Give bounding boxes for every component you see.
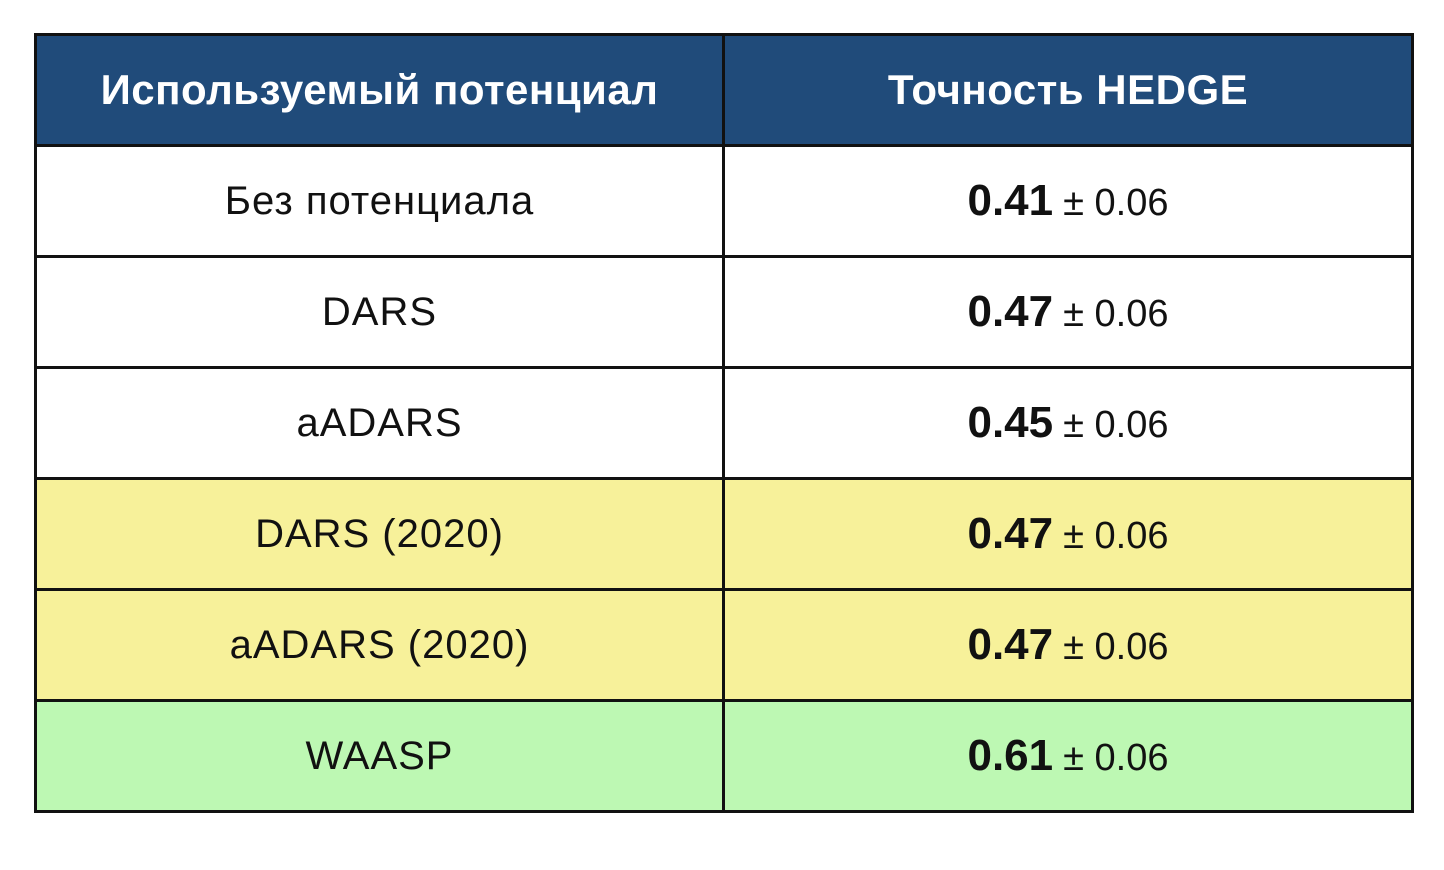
accuracy-mean: 0.61 — [967, 731, 1054, 780]
header-row: Используемый потенциал Точность HEDGE — [34, 33, 1414, 147]
accuracy-cell: 0.47 ± 0.06 — [722, 255, 1414, 369]
header-potential: Используемый потенциал — [34, 33, 725, 147]
potential-cell: WAASP — [34, 699, 725, 813]
accuracy-cell: 0.45 ± 0.06 — [722, 366, 1414, 480]
accuracy-cell: 0.61 ± 0.06 — [722, 699, 1414, 813]
accuracy-cell: 0.47 ± 0.06 — [722, 477, 1414, 591]
table-row: DARS (2020) 0.47 ± 0.06 — [34, 477, 1414, 591]
accuracy-mean: 0.47 — [967, 287, 1054, 336]
potential-cell: Без потенциала — [34, 144, 725, 258]
header-accuracy: Точность HEDGE — [722, 33, 1414, 147]
accuracy-error: ± 0.06 — [1063, 404, 1169, 446]
table-row: WAASP 0.61 ± 0.06 — [34, 699, 1414, 813]
accuracy-mean: 0.45 — [967, 398, 1054, 447]
table-row: aADARS 0.45 ± 0.06 — [34, 366, 1414, 480]
accuracy-error: ± 0.06 — [1063, 515, 1169, 557]
potential-cell: aADARS (2020) — [34, 588, 725, 702]
results-table: Используемый потенциал Точность HEDGE Бе… — [34, 33, 1414, 813]
accuracy-mean: 0.47 — [967, 509, 1054, 558]
table-row: DARS 0.47 ± 0.06 — [34, 255, 1414, 369]
accuracy-mean: 0.41 — [967, 176, 1054, 225]
table-row: aADARS (2020) 0.47 ± 0.06 — [34, 588, 1414, 702]
potential-cell: aADARS — [34, 366, 725, 480]
accuracy-error: ± 0.06 — [1063, 293, 1169, 335]
potential-cell: DARS (2020) — [34, 477, 725, 591]
potential-cell: DARS — [34, 255, 725, 369]
accuracy-mean: 0.47 — [967, 620, 1054, 669]
accuracy-error: ± 0.06 — [1063, 737, 1169, 779]
accuracy-cell: 0.47 ± 0.06 — [722, 588, 1414, 702]
table-row: Без потенциала 0.41 ± 0.06 — [34, 144, 1414, 258]
accuracy-cell: 0.41 ± 0.06 — [722, 144, 1414, 258]
accuracy-error: ± 0.06 — [1063, 626, 1169, 668]
accuracy-error: ± 0.06 — [1063, 182, 1169, 224]
